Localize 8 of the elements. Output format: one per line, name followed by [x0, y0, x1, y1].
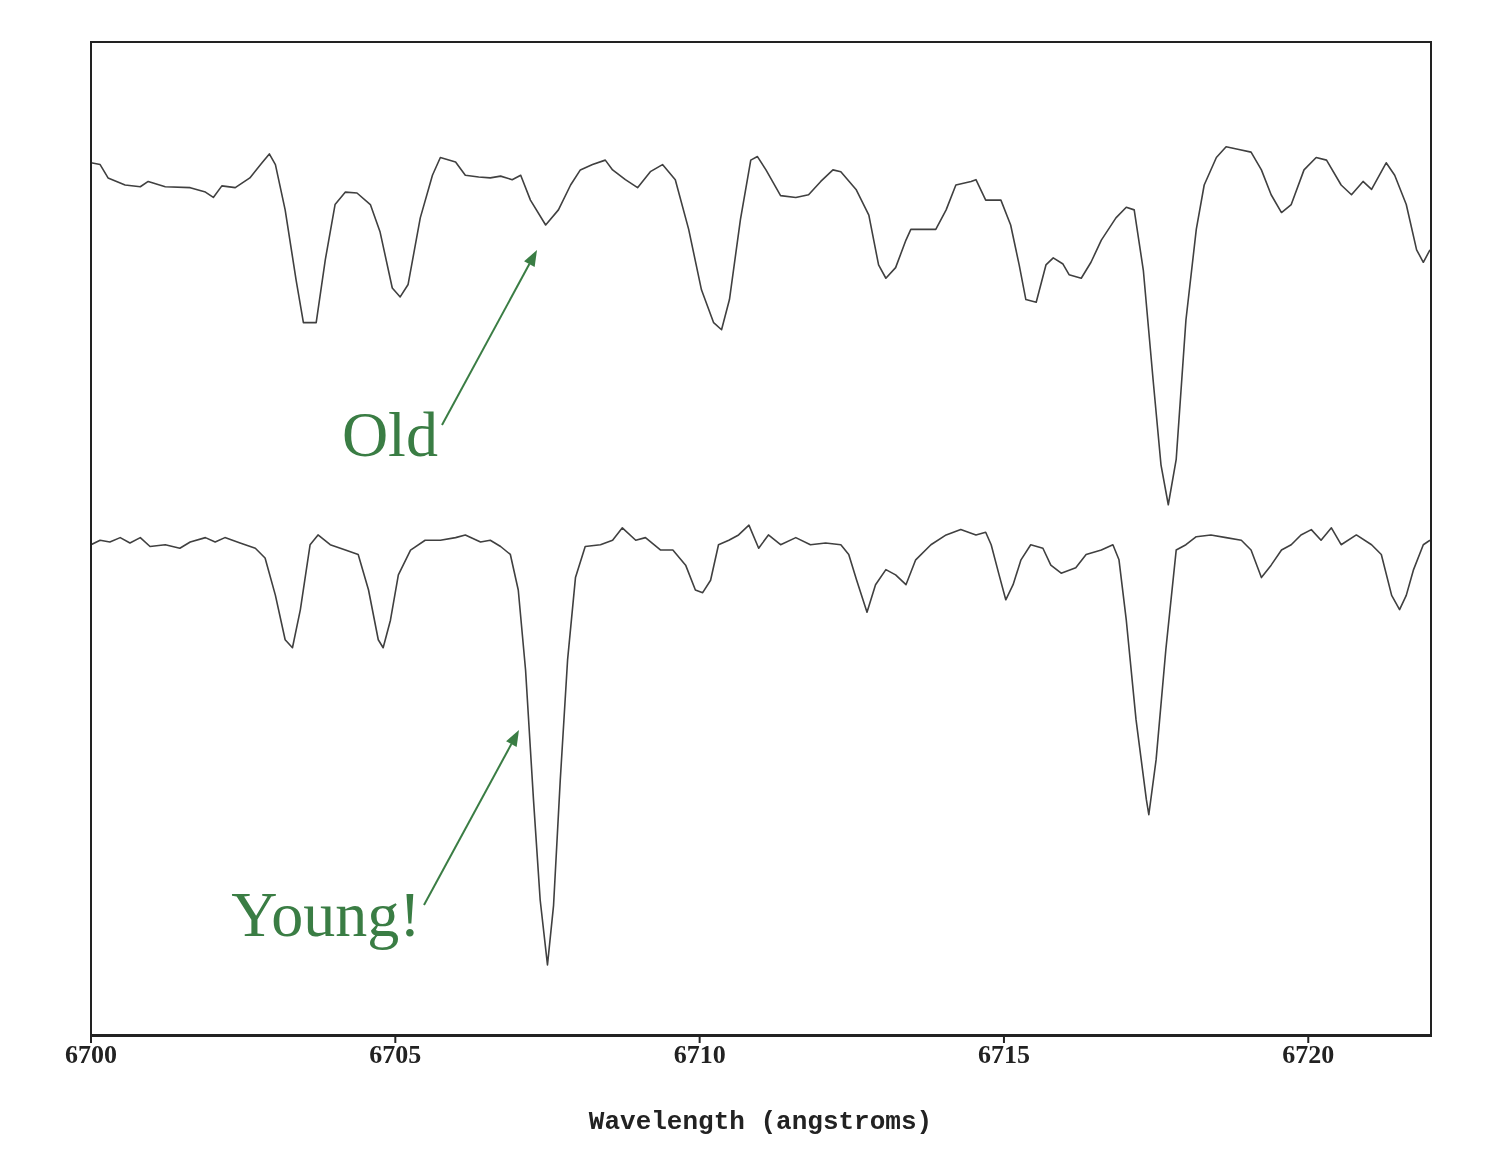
x-tick-label: 6720	[1282, 1040, 1335, 1070]
annotation: Young!	[231, 879, 421, 951]
x-tick-label: 6705	[369, 1040, 422, 1070]
x-axis-title: Wavelength (angstroms)	[587, 1107, 934, 1137]
x-tick-label: 6715	[977, 1040, 1030, 1070]
x-tick-label: 6700	[65, 1040, 117, 1070]
x-tick-label: 6710	[673, 1040, 726, 1070]
annotation: Old	[341, 398, 438, 470]
